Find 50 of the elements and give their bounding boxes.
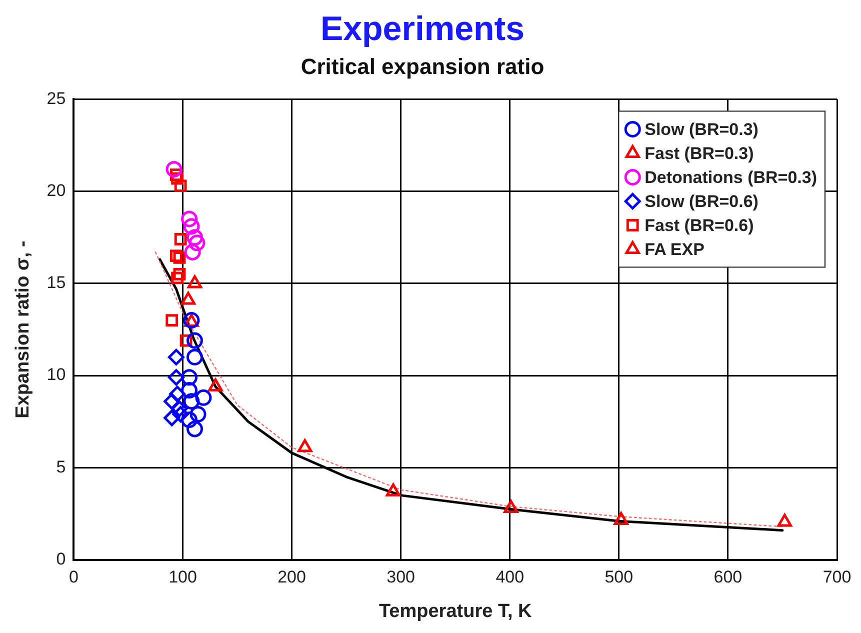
point xyxy=(169,386,186,402)
point xyxy=(174,233,187,246)
point xyxy=(195,389,212,406)
legend-label: Detonations (BR=0.3) xyxy=(644,168,818,187)
point xyxy=(166,314,178,326)
point xyxy=(186,229,203,246)
legend-label: Fast (BR=0.6) xyxy=(644,216,754,235)
point xyxy=(173,268,186,280)
point xyxy=(166,160,182,178)
point xyxy=(164,410,180,426)
point xyxy=(186,420,203,438)
legend-label: FA EXP xyxy=(644,240,704,259)
legend-label: Slow (BR=0.6) xyxy=(644,192,758,211)
y-tick-label: 15 xyxy=(46,273,66,292)
x-tick-label: 500 xyxy=(604,568,634,587)
point xyxy=(168,369,184,386)
y-tick-label: 20 xyxy=(46,181,66,200)
y-axis-title: Expansion ratio σ, - xyxy=(12,240,34,418)
y-tick-label: 25 xyxy=(46,88,66,108)
x-tick-label: 0 xyxy=(68,568,78,587)
point xyxy=(170,250,182,262)
point xyxy=(183,218,200,235)
legend-label: Slow (BR=0.3) xyxy=(644,120,758,139)
point xyxy=(181,210,198,228)
point xyxy=(190,406,206,422)
y-tick-label: 10 xyxy=(46,365,66,384)
legend-label: Fast (BR=0.3) xyxy=(644,144,754,163)
y-tick-label: 0 xyxy=(56,549,66,568)
x-tick-label: 700 xyxy=(822,568,852,587)
x-tick-label: 300 xyxy=(386,568,416,587)
point xyxy=(181,412,198,428)
x-axis-title: Temperature T, K xyxy=(378,600,532,622)
chart-title: Experiments xyxy=(320,10,525,48)
x-tick-label: 100 xyxy=(168,568,197,587)
point xyxy=(186,348,203,366)
chart-subtitle: Critical expansion ratio xyxy=(300,54,544,80)
point xyxy=(173,251,186,264)
point xyxy=(181,382,198,399)
x-tick-label: 400 xyxy=(496,568,524,587)
y-tick-label: 5 xyxy=(56,457,66,476)
point xyxy=(188,234,206,252)
point xyxy=(184,244,201,260)
point xyxy=(171,272,184,284)
point xyxy=(168,348,184,366)
point xyxy=(186,332,203,349)
x-tick-label: 600 xyxy=(714,568,742,587)
point xyxy=(174,180,187,192)
point xyxy=(181,369,198,386)
point xyxy=(183,393,200,410)
x-tick-label: 200 xyxy=(278,568,306,587)
